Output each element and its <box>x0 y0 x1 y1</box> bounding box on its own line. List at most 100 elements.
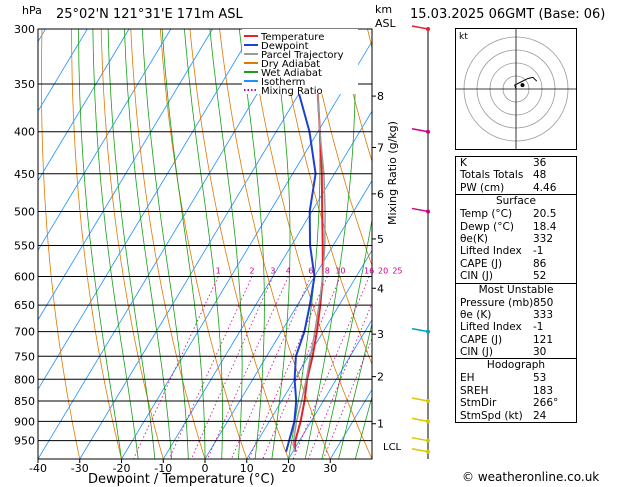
mixing-ratio-line <box>292 276 370 459</box>
surface-row: Dewp (°C) 18.4 <box>460 220 557 233</box>
pressure-tick-label: 650 <box>14 299 35 312</box>
km-tick-label: 5 <box>377 233 384 246</box>
pressure-tick-label: 800 <box>14 373 35 386</box>
mixing-ratio-tick-label: 4 <box>286 267 291 276</box>
wet-adiabat <box>354 395 372 459</box>
mixing-ratio-line <box>133 276 219 459</box>
wind-barb <box>411 448 429 453</box>
wind-barb-dot <box>426 329 430 334</box>
dry-adiabat <box>337 29 372 163</box>
hodo-row: SREH 183 <box>460 384 554 397</box>
km-tick-label: 8 <box>377 90 384 103</box>
index-row-k: K 36 <box>460 157 547 169</box>
x-tick-label: 30 <box>323 462 337 475</box>
x-tick-label: -10 <box>154 462 172 475</box>
hodograph-index-title: Hodograph <box>486 359 546 372</box>
km-tick-label: 7 <box>377 141 384 154</box>
wet-adiabat <box>338 322 372 459</box>
lcl-label: LCL <box>383 442 402 453</box>
isotherm-line <box>79 29 339 459</box>
credit-footer: © weatheronline.co.uk <box>462 470 600 484</box>
pressure-tick-label: 450 <box>14 168 35 181</box>
mixing-ratio-tick-label: 3 <box>270 267 275 276</box>
mu-row: CAPE (J) 121 <box>460 333 554 346</box>
storm-motion-marker <box>520 83 525 88</box>
mixing-ratio-line <box>207 276 289 459</box>
indices-top-group: K 36 Totals Totals 48 PW (cm) 4.46 <box>456 157 576 194</box>
wind-barb-dot <box>426 419 430 424</box>
station-location: 25°02'N 121°31'E 171m ASL <box>56 7 243 22</box>
surface-group: Surface Temp (°C) 20.5 Dewp (°C) 18.4 θe(K… <box>456 194 576 282</box>
mixing-ratio-tick-label: 1 <box>216 267 221 276</box>
pressure-tick-label: 950 <box>14 435 35 448</box>
legend-label: Dry Adiabat <box>261 59 320 70</box>
hodo-row: EH 53 <box>460 372 547 385</box>
most-unstable-group: Most Unstable Pressure (mb) 850 θe (K) 333… <box>456 282 576 359</box>
isotherm-line <box>204 179 372 459</box>
surface-row: CIN (J) 52 <box>460 270 547 283</box>
dry-adiabat <box>575 29 629 459</box>
pressure-tick-label: 300 <box>14 23 35 36</box>
wind-barb-dot <box>426 398 430 403</box>
wind-barb <box>411 25 429 30</box>
km-tick-label: 3 <box>377 328 384 341</box>
pressure-tick-label: 850 <box>14 395 35 408</box>
hodograph-index-group: Hodograph EH 53 SREH 183 StmDir 266° StmSpd… <box>456 358 576 422</box>
hodograph-panel: kt <box>455 28 577 150</box>
legend-label: Mixing Ratio <box>261 86 323 97</box>
hodograph-label: kt <box>459 32 468 42</box>
isotherm-line <box>162 110 372 459</box>
wind-barb-dot <box>426 449 430 454</box>
wind-barb-dot <box>426 27 430 31</box>
isotherm-line <box>38 29 297 459</box>
mixing-ratio-tick-label: 10 <box>335 267 345 276</box>
mixing-ratio-tick-label: 16 <box>364 267 374 276</box>
surface-row: Temp (°C) 20.5 <box>460 208 557 221</box>
mixing-ratio-tick-label: 20 <box>378 267 388 276</box>
surface-row: CAPE (J) 86 <box>460 257 547 270</box>
mu-row: CIN (J) 30 <box>460 346 547 359</box>
wet-adiabat <box>78 29 122 459</box>
legend-label: Temperature <box>260 32 324 43</box>
pressure-tick-label: 550 <box>14 239 35 252</box>
x-axis-label: Dewpoint / Temperature (°C) <box>88 472 275 487</box>
mu-row: Pressure (mb) 850 <box>460 296 554 309</box>
isotherm-line <box>38 29 88 112</box>
hodograph-plot: kt <box>456 29 576 149</box>
wind-barb <box>411 128 429 133</box>
mixing-ratio-tick-label: 6 <box>308 267 313 276</box>
isotherm-line <box>38 29 130 182</box>
mixing-ratio-line <box>168 276 253 459</box>
mixing-ratio-line <box>262 276 341 459</box>
x-tick-label: -30 <box>71 462 89 475</box>
mixing-ratio-line <box>307 302 372 459</box>
surface-title: Surface <box>495 195 536 208</box>
wet-adiabat <box>107 29 156 459</box>
pressure-unit-label: hPa <box>22 4 42 17</box>
dry-adiabat <box>307 29 372 267</box>
valid-datetime: 15.03.2025 06GMT (Base: 06) <box>410 7 606 22</box>
isotherm-line <box>38 29 172 252</box>
surface-row: θe(K) 332 <box>460 232 554 245</box>
x-tick-label: -40 <box>29 462 47 475</box>
wind-barb <box>411 327 429 333</box>
mu-row: θe (K) 333 <box>460 308 554 321</box>
isotherm-line <box>246 249 372 459</box>
legend-label: Isotherm <box>261 77 305 88</box>
surface-row: Lifted Index -1 <box>460 245 544 258</box>
km-tick-label: 6 <box>377 188 384 201</box>
pressure-tick-label: 400 <box>14 126 35 139</box>
dry-adiabat <box>604 29 629 459</box>
mu-row: Lifted Index -1 <box>460 321 544 334</box>
wind-barb <box>411 397 429 402</box>
legend-label: Parcel Trajectory <box>261 50 344 61</box>
wind-barb-dot <box>426 438 430 443</box>
indices-table: K 36 Totals Totals 48 PW (cm) 4.46 Surface … <box>455 156 577 424</box>
legend-background <box>242 29 358 94</box>
km-tick-label: 4 <box>377 282 384 295</box>
km-tick-label: 2 <box>377 371 384 384</box>
hodo-row: StmSpd (kt) 24 <box>460 409 547 422</box>
index-row-pw: PW (cm) 4.46 <box>460 181 557 194</box>
x-tick-label: -20 <box>113 462 131 475</box>
